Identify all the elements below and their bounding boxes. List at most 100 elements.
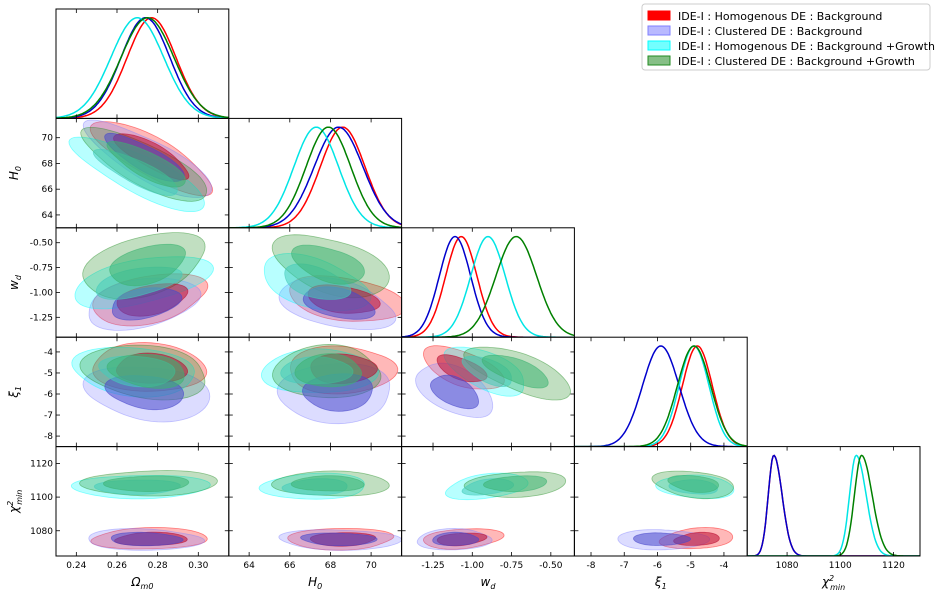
marginal-curve-3 (401, 235, 575, 338)
x-tick-label: 0.26 (107, 561, 127, 571)
panel-content (747, 454, 920, 557)
y-axis-label-w_d: wd (7, 274, 23, 290)
panel-content (74, 232, 215, 331)
contour-68-series-2 (432, 531, 480, 546)
x-tick-label: -4 (719, 561, 728, 571)
x-tick-label: -5 (686, 561, 695, 571)
x-axis-label-xi_1: ξ1 (654, 575, 667, 591)
x-tick-label: -1.00 (461, 561, 485, 571)
y-tick-label: 70 (42, 134, 54, 144)
y-tick-label: -4 (44, 348, 53, 358)
panel-chi2_min-vs-chi2_min: 1080 1100 1120 (746, 446, 921, 571)
marginal-curve-4 (228, 126, 402, 228)
x-tick-label: 1100 (829, 561, 852, 571)
legend-swatch-3 (647, 40, 671, 51)
panel-xi_1-vs-xi_1 (573, 336, 748, 448)
marginal-curve-1 (56, 17, 229, 119)
panel-chi2_min-vs-Omega_m0: 0.24 0.26 0.28 0.30 1080 1100 1120 (30, 446, 230, 571)
x-axis-label-chi2_min: χ2 min (821, 574, 845, 592)
y-tick-label: -6 (44, 390, 53, 400)
panel-content (68, 119, 214, 212)
marginal-curve-2 (747, 454, 920, 557)
panels-layer: 64 66 68 70 -1.25 -1.00 -0.75 -0.50 -8 -7 -6 -5 -4 0.… (6, 8, 921, 592)
panel-content (415, 345, 571, 419)
x-tick-label: -0.50 (539, 561, 563, 571)
legend-box (641, 3, 931, 71)
contour-68-series-2 (110, 531, 184, 547)
marginal-curve-3 (747, 454, 920, 557)
legend-label-2: IDE-I : Clustered DE : Background (678, 25, 862, 38)
contour-68-series-4 (667, 474, 720, 493)
marginal-curve-3 (56, 17, 229, 119)
panel-w_d-vs-Omega_m0: -1.25 -1.00 -0.75 -0.50 (30, 227, 230, 338)
panel-content (263, 234, 402, 330)
y-tick-label: -8 (44, 432, 53, 442)
legend-label-1: IDE-I : Homogenous DE : Background (678, 10, 882, 23)
y-axis-label-chi2_min: χ2min (6, 490, 24, 514)
y-tick-label: 1120 (30, 459, 53, 469)
marginal-curve-1 (747, 454, 920, 557)
x-tick-label: 1080 (776, 561, 799, 571)
panel-content (71, 342, 211, 423)
contour-68-series-4 (291, 244, 365, 285)
panel-content (228, 126, 402, 228)
panel-content (260, 343, 399, 425)
marginal-curve-4 (56, 17, 229, 119)
contour-68-series-4 (482, 475, 548, 493)
x-tick-label: -7 (620, 561, 629, 571)
y-tick-label: -1.25 (30, 313, 53, 323)
contour-68-series-2 (633, 532, 692, 546)
panel-Omega_m0-vs-Omega_m0 (55, 8, 230, 119)
panel-content (70, 470, 218, 551)
contour-68-series-4 (106, 353, 185, 389)
contour-68-series-4 (481, 354, 549, 389)
marginal-curve-1 (401, 235, 575, 338)
contour-68-series-2 (429, 374, 480, 410)
contour-68-series-2 (300, 532, 378, 547)
legend-swatch-4 (647, 55, 671, 66)
marginal-curve-2 (56, 17, 229, 119)
x-tick-label: 0.24 (66, 561, 86, 571)
legend-label-3: IDE-I : Homogenous DE : Background +Grow… (678, 40, 935, 53)
y-tick-label: 68 (42, 159, 54, 169)
panel-frame (746, 446, 921, 557)
panel-content (258, 470, 402, 551)
marginal-curve-4 (747, 454, 920, 557)
panel-w_d-vs-H0 (228, 227, 403, 338)
x-axis-label-H0: H0 (308, 575, 322, 591)
x-tick-label: 64 (243, 561, 255, 571)
y-tick-label: 66 (42, 185, 54, 195)
y-axis-label-xi_1: ξ1 (7, 386, 23, 399)
panel-chi2_min-vs-H0: 64 66 68 70 (228, 446, 403, 571)
marginal-curve-4 (574, 345, 748, 447)
panel-H0-vs-Omega_m0: 64 66 68 70 (42, 117, 230, 229)
contour-68-series-4 (102, 475, 190, 492)
marginal-curve-2 (401, 235, 575, 338)
x-tick-label: 1120 (882, 561, 905, 571)
x-axis-label-Omega_m0: Ωm0 (130, 575, 153, 591)
x-tick-label: -6 (653, 561, 662, 571)
panel-chi2_min-vs-w_d: -1.25 -1.00 -0.75 -0.50 (401, 446, 575, 571)
panel-xi_1-vs-Omega_m0: -8 -7 -6 -5 -4 (44, 336, 230, 448)
contour-68-series-4 (290, 475, 365, 492)
x-tick-label: -1.25 (421, 561, 444, 571)
y-tick-label: 64 (42, 211, 54, 221)
legend-label-4: IDE-I : Clustered DE : Background +Growt… (678, 55, 915, 68)
panel-content (401, 235, 575, 338)
x-tick-label: 70 (365, 561, 377, 571)
panel-content (56, 17, 229, 119)
x-axis-label-w_d: wd (481, 575, 497, 591)
x-tick-label: 0.28 (148, 561, 168, 571)
y-tick-label: -0.50 (30, 239, 54, 249)
y-tick-label: 1080 (30, 527, 53, 537)
x-tick-label: 0.30 (188, 561, 208, 571)
y-tick-label: -1.00 (30, 288, 54, 298)
x-tick-label: 66 (284, 561, 296, 571)
panel-chi2_min-vs-xi_1: -8 -7 -6 -5 -4 (573, 446, 748, 571)
y-tick-label: 1100 (30, 493, 53, 503)
marginal-curve-3 (228, 126, 402, 228)
panel-H0-vs-H0 (228, 117, 403, 229)
y-tick-label: -5 (44, 369, 53, 379)
legend-swatch-1 (647, 10, 671, 21)
